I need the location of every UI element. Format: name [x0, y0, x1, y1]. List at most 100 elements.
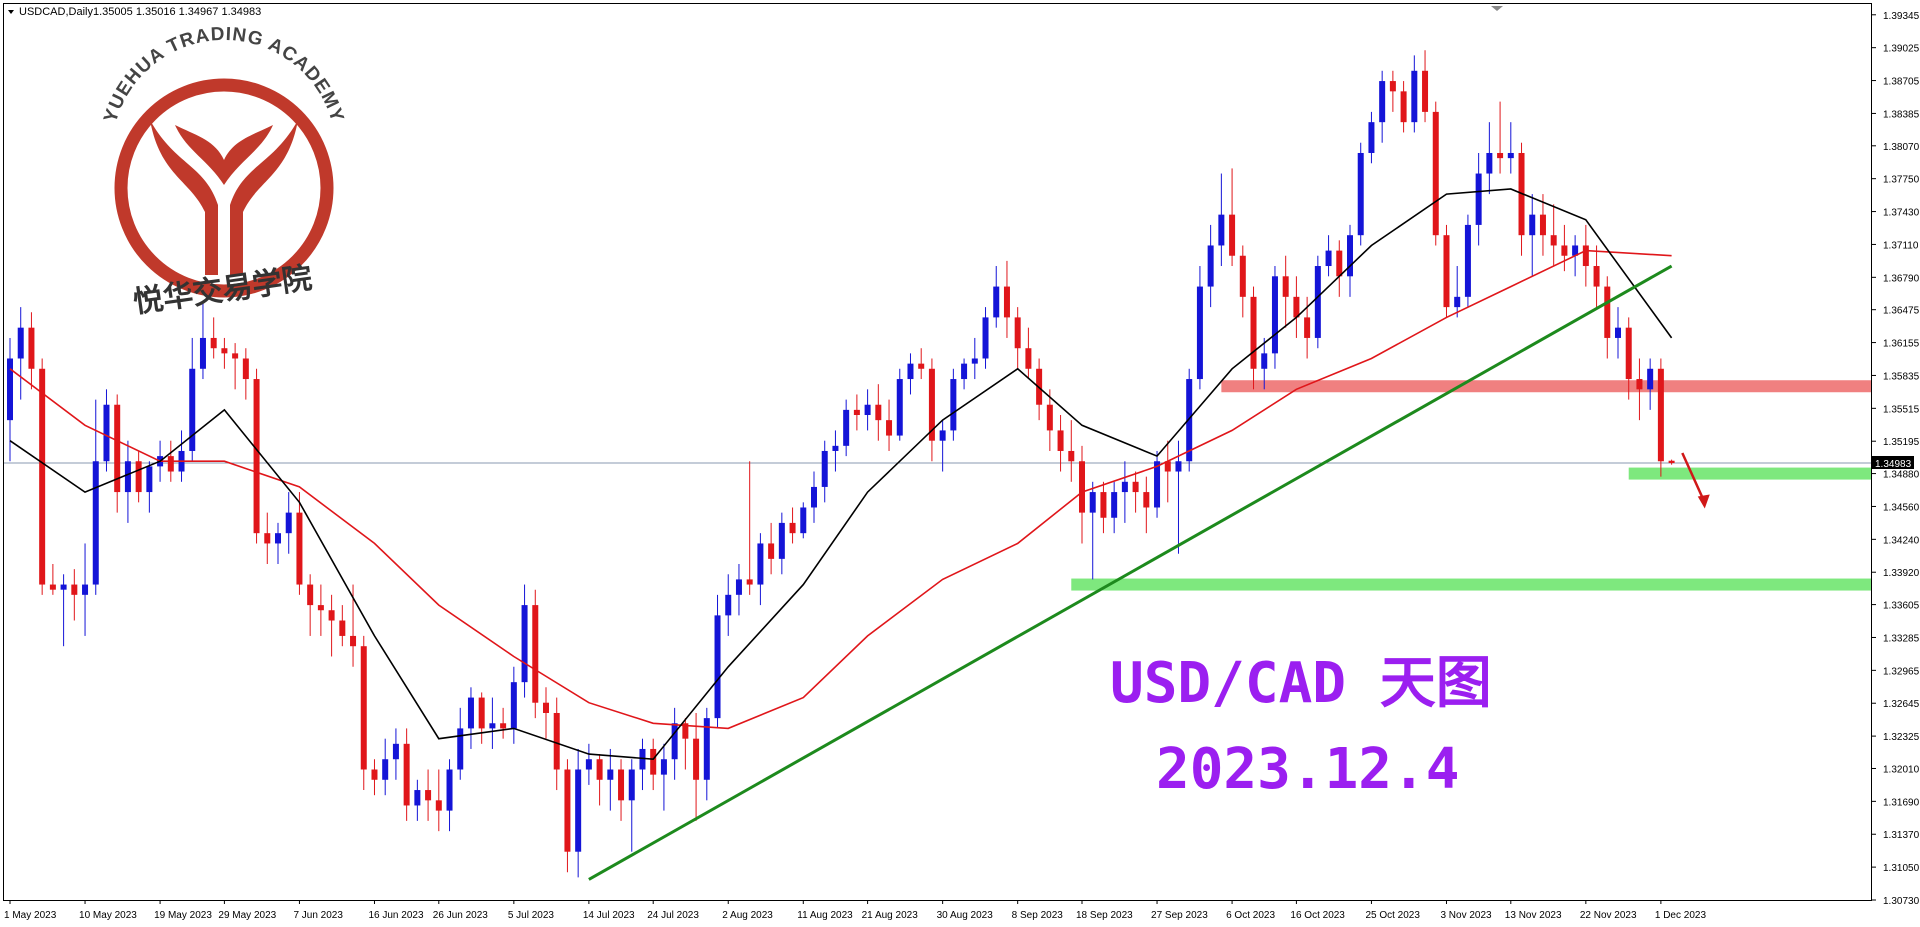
current-price-badge — [1872, 455, 1914, 469]
candle-body — [1636, 379, 1643, 390]
candle-body — [71, 584, 78, 595]
candle-body — [1572, 245, 1579, 256]
candle — [467, 687, 474, 749]
candle — [928, 358, 935, 462]
date-tick-label: 26 Jun 2023 — [433, 910, 488, 921]
candle-body — [392, 743, 399, 760]
candle-body — [382, 759, 389, 780]
candle — [1068, 420, 1075, 482]
price-tick-label: 1.32010 — [1883, 764, 1920, 775]
candle-body — [478, 697, 485, 729]
candle — [124, 440, 131, 523]
candle-body — [1229, 214, 1236, 256]
candle — [199, 301, 206, 380]
candle — [92, 399, 99, 595]
candle-body — [1057, 430, 1064, 451]
candle — [575, 748, 582, 878]
candle — [521, 584, 528, 698]
price-tick-label: 1.31690 — [1883, 797, 1920, 808]
candle-body — [1250, 296, 1257, 369]
candle-body — [296, 512, 303, 585]
candle — [1079, 445, 1085, 544]
candle-body — [146, 466, 153, 493]
price-tick-label: 1.30730 — [1883, 896, 1920, 907]
candle — [1046, 389, 1053, 451]
candle-body — [1464, 224, 1471, 297]
candle — [392, 728, 399, 780]
candle — [1336, 240, 1343, 297]
candle-body — [339, 620, 346, 636]
candle-body — [596, 759, 603, 780]
candle — [435, 769, 442, 832]
candle — [457, 707, 464, 780]
resistance-zone — [1221, 380, 1871, 393]
candle — [1111, 481, 1118, 534]
candle — [853, 394, 860, 431]
date-tick-label: 1 May 2023 — [4, 910, 57, 921]
shift-marker-icon[interactable] — [1491, 6, 1503, 11]
candle — [843, 399, 850, 457]
candle — [1636, 358, 1643, 421]
candle — [982, 307, 989, 369]
candle-body — [1454, 296, 1461, 308]
candle — [1497, 101, 1504, 174]
price-tick-label: 1.31370 — [1883, 830, 1920, 841]
plot-frame — [3, 3, 1872, 901]
date-tick-label: 6 Oct 2023 — [1226, 910, 1275, 921]
candle-body — [264, 533, 271, 544]
candle-body — [1132, 481, 1139, 493]
candle-body — [543, 702, 549, 713]
candle-body — [778, 522, 785, 559]
date-tick-label: 18 Sep 2023 — [1076, 910, 1133, 921]
candle-body — [189, 368, 196, 451]
candle — [564, 759, 571, 873]
candle — [1293, 276, 1300, 338]
candle — [49, 564, 56, 595]
candle-body — [17, 327, 24, 359]
candle-body — [1207, 245, 1214, 287]
candle — [1025, 327, 1032, 380]
price-tick-label: 1.34880 — [1883, 470, 1920, 481]
date-tick-label: 27 Sep 2023 — [1151, 910, 1208, 921]
ohlc-readout: 1.35005 1.35016 1.34967 1.34983 — [93, 6, 261, 18]
candle — [1186, 368, 1193, 472]
candle-body — [39, 368, 46, 585]
symbol-menu-icon[interactable] — [8, 10, 14, 14]
candle — [510, 666, 517, 744]
date-tick-label: 16 Oct 2023 — [1290, 910, 1345, 921]
candle-body — [1121, 481, 1128, 493]
candle — [886, 399, 893, 451]
candle — [682, 718, 689, 770]
candle-body — [821, 450, 828, 487]
candle — [1475, 152, 1482, 246]
candle-body — [1411, 70, 1418, 123]
candle — [1207, 224, 1214, 308]
candle-body — [1261, 353, 1268, 369]
candle — [1518, 142, 1525, 256]
candle — [768, 522, 775, 575]
candle — [628, 759, 635, 852]
date-tick-label: 21 Aug 2023 — [862, 910, 919, 921]
candle — [296, 492, 303, 595]
candle — [746, 461, 753, 595]
candle — [71, 569, 78, 621]
candle — [17, 307, 24, 400]
candle-body — [1014, 317, 1021, 349]
price-tick-label: 1.38385 — [1883, 109, 1920, 120]
date-tick-label: 1 Dec 2023 — [1655, 910, 1707, 921]
candle — [1593, 245, 1600, 308]
price-tick-label: 1.35195 — [1883, 437, 1920, 448]
candle-body — [92, 461, 99, 585]
date-tick-label: 14 Jul 2023 — [583, 910, 635, 921]
logo-top-text: YUEHUA TRADING ACADEMY — [100, 24, 347, 125]
candle — [907, 353, 914, 395]
candle-body — [1154, 461, 1161, 508]
candle — [103, 389, 110, 472]
current-price-label: 1.34983 — [1875, 459, 1912, 470]
candle — [703, 707, 710, 801]
candle-body — [1593, 266, 1600, 287]
candle — [7, 337, 13, 462]
price-tick-label: 1.33920 — [1883, 568, 1920, 579]
candle-body — [285, 512, 292, 534]
